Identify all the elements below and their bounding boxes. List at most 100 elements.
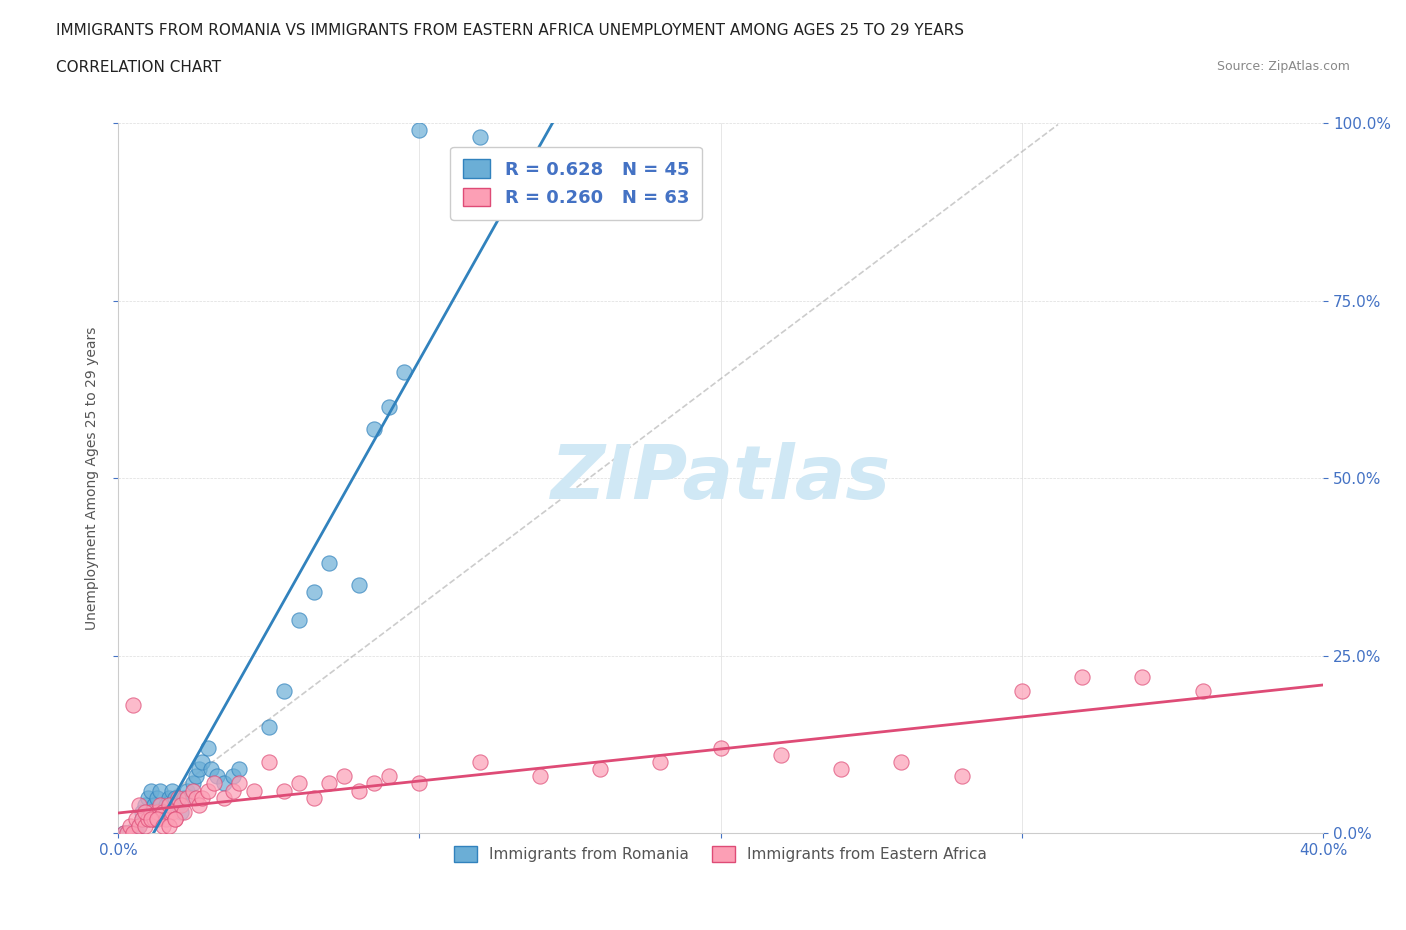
Point [363,776,385,790]
Point [131,812,153,827]
Point [165,790,187,805]
Point [115,826,138,841]
Point [141,783,163,798]
Point [529,769,551,784]
Point [173,790,195,805]
Point [890,755,912,770]
Point [212,776,235,790]
Point [128,818,150,833]
Point [167,797,190,812]
Point [122,826,145,841]
Point [122,698,145,712]
Point [155,797,177,812]
Point [141,812,163,827]
Point [318,776,340,790]
Point [212,790,235,805]
Point [143,812,166,827]
Point [191,755,214,770]
Point [141,804,163,819]
Point [170,797,193,812]
Point [122,826,145,841]
Text: ZIPatlas: ZIPatlas [551,442,890,514]
Legend: Immigrants from Romania, Immigrants from Eastern Africa: Immigrants from Romania, Immigrants from… [449,840,993,868]
Point [257,719,280,734]
Point [378,400,401,415]
Text: Source: ZipAtlas.com: Source: ZipAtlas.com [1216,60,1350,73]
Point [188,797,211,812]
Point [191,790,214,805]
Point [468,130,491,145]
Point [143,797,166,812]
Point [162,783,184,798]
Point [136,812,159,827]
Point [120,826,142,841]
Point [183,776,205,790]
Point [152,804,174,819]
Point [131,812,153,827]
Point [165,812,187,827]
Point [115,826,138,841]
Point [186,790,208,805]
Point [378,769,401,784]
Point [152,818,174,833]
Point [183,783,205,798]
Point [128,818,150,833]
Point [1191,684,1213,698]
Point [170,804,193,819]
Point [131,804,153,819]
Point [134,804,156,819]
Point [1132,670,1154,684]
Point [333,769,356,784]
Point [112,826,135,841]
Point [176,790,198,805]
Point [347,783,370,798]
Point [162,804,184,819]
Point [273,783,295,798]
Point [710,740,733,755]
Point [176,783,198,798]
Point [136,790,159,805]
Point [1071,670,1094,684]
Point [318,556,340,571]
Point [152,804,174,819]
Point [134,818,156,833]
Point [221,769,243,784]
Point [950,769,973,784]
Y-axis label: Unemployment Among Ages 25 to 29 years: Unemployment Among Ages 25 to 29 years [86,326,100,630]
Point [146,804,169,819]
Point [347,578,370,592]
Point [188,762,211,777]
Point [363,421,385,436]
Point [228,762,250,777]
Point [228,776,250,790]
Point [288,613,311,628]
Point [242,783,264,798]
Point [143,812,166,827]
Point [200,762,222,777]
Point [589,762,612,777]
Point [408,123,430,138]
Point [288,776,311,790]
Point [468,755,491,770]
Point [302,790,325,805]
Point [167,790,190,805]
Point [149,783,172,798]
Point [257,755,280,770]
Point [650,755,672,770]
Point [207,769,229,784]
Point [134,797,156,812]
Point [302,584,325,599]
Point [155,812,177,827]
Point [120,818,142,833]
Text: IMMIGRANTS FROM ROMANIA VS IMMIGRANTS FROM EASTERN AFRICA UNEMPLOYMENT AMONG AGE: IMMIGRANTS FROM ROMANIA VS IMMIGRANTS FR… [56,23,965,38]
Point [157,790,180,805]
Point [394,365,416,379]
Text: CORRELATION CHART: CORRELATION CHART [56,60,221,75]
Point [128,797,150,812]
Point [125,812,148,827]
Point [830,762,852,777]
Point [221,783,243,798]
Point [165,812,187,827]
Point [197,740,219,755]
Point [769,748,792,763]
